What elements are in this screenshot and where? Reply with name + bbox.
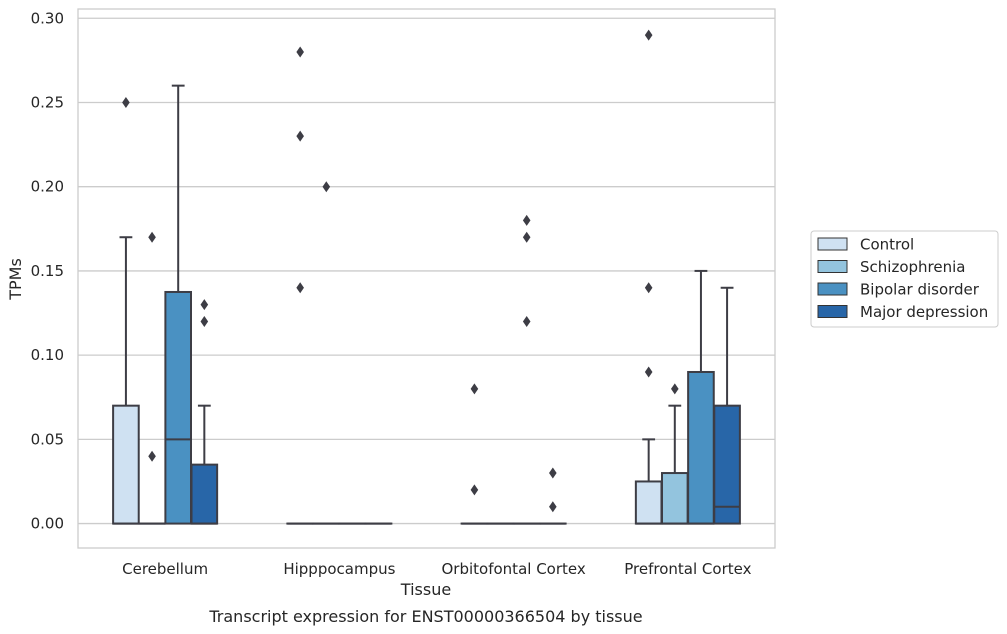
box-body	[713, 404, 741, 525]
box-body	[687, 370, 715, 525]
box	[190, 299, 219, 525]
gridlines	[78, 17, 775, 525]
y-axis-label: TPMs	[6, 258, 25, 301]
y-tick-label: 0.00	[31, 515, 64, 533]
legend-frame	[810, 230, 999, 328]
box-series	[112, 29, 741, 525]
outlier-point	[644, 29, 653, 41]
legend-label: Control	[860, 236, 914, 254]
y-tick-label: 0.15	[31, 262, 64, 280]
x-tick-label: Prefrontal Cortex	[624, 560, 751, 578]
outlier-point	[522, 214, 531, 226]
outlier-point	[470, 383, 479, 395]
outlier-point	[200, 299, 209, 311]
outlier-point	[522, 315, 531, 327]
outlier-point	[549, 501, 557, 513]
outlier-point	[671, 383, 679, 395]
box-body	[634, 480, 663, 525]
legend-swatch	[817, 237, 848, 251]
outlier-point	[470, 484, 479, 496]
y-axis-ticks: 0.00 0.05 0.10 0.15 0.20 0.25 0.30	[31, 9, 64, 532]
box	[713, 286, 741, 525]
box	[112, 96, 140, 525]
legend-label: Schizophrenia	[860, 258, 965, 276]
legend-label: Bipolar disorder	[860, 281, 980, 299]
box	[634, 29, 663, 525]
box-body	[660, 472, 689, 525]
legend-swatch	[817, 260, 848, 273]
y-tick-label: 0.10	[31, 346, 64, 364]
legend-swatch	[817, 282, 848, 296]
outlier-point	[644, 366, 653, 378]
outlier-point	[522, 231, 531, 243]
box-body	[190, 463, 219, 525]
box	[286, 46, 314, 525]
box	[660, 383, 689, 525]
box	[312, 181, 341, 525]
x-axis-label: Tissue	[400, 580, 451, 599]
y-tick-label: 0.20	[31, 178, 64, 196]
chart-title: Transcript expression for ENST0000036650…	[208, 607, 642, 626]
x-tick-label: Hipppocampus	[283, 560, 395, 578]
box	[460, 383, 489, 525]
outlier-point	[200, 315, 209, 327]
legend-label: Major depression	[860, 303, 988, 321]
outlier-point	[322, 181, 331, 193]
legend-swatch	[817, 305, 848, 318]
outlier-point	[296, 282, 304, 294]
box	[512, 214, 541, 525]
outlier-point	[296, 46, 304, 58]
box-body	[112, 404, 140, 525]
x-axis-ticks: Cerebellum Hipppocampus Orbitofontal Corte…	[122, 560, 751, 578]
plot-frame	[77, 8, 776, 549]
outlier-point	[122, 96, 130, 108]
outlier-point	[296, 130, 304, 142]
box-body	[164, 290, 193, 525]
box	[687, 269, 715, 525]
outlier-point	[549, 467, 557, 479]
x-tick-label: Orbitofontal Cortex	[442, 560, 586, 578]
outlier-point	[148, 450, 156, 462]
y-tick-label: 0.25	[31, 93, 64, 111]
x-tick-label: Cerebellum	[122, 560, 208, 578]
outlier-point	[644, 282, 653, 294]
box	[138, 231, 166, 525]
box	[164, 84, 193, 525]
y-tick-label: 0.30	[31, 9, 64, 27]
outlier-point	[148, 231, 156, 243]
box	[539, 467, 567, 525]
y-tick-label: 0.05	[31, 430, 64, 448]
legend: Control Schizophrenia Bipolar disorder Majo…	[810, 230, 999, 328]
